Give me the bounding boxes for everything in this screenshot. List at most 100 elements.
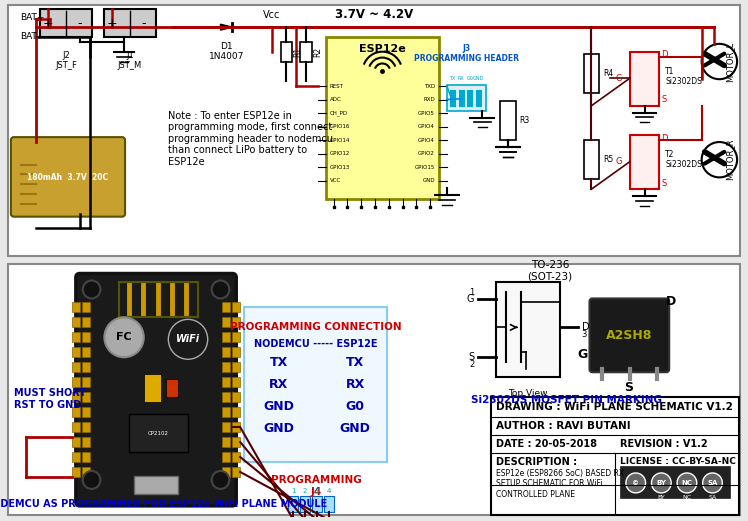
Bar xyxy=(244,307,387,462)
Bar xyxy=(491,397,739,515)
Bar xyxy=(72,302,80,313)
Text: GPIO16: GPIO16 xyxy=(330,124,350,129)
Circle shape xyxy=(702,473,723,493)
Bar xyxy=(233,317,240,327)
Text: RX: RX xyxy=(269,378,288,391)
Text: J2
JST_F: J2 JST_F xyxy=(55,51,77,70)
Text: CP2102: CP2102 xyxy=(148,430,169,436)
Circle shape xyxy=(212,471,230,489)
Text: 4: 4 xyxy=(327,488,331,494)
Text: 3: 3 xyxy=(315,488,319,494)
Text: SA: SA xyxy=(708,480,717,486)
Text: J3
PROGRAMMING HEADER: J3 PROGRAMMING HEADER xyxy=(414,44,519,64)
Text: G: G xyxy=(616,157,622,166)
Text: BY: BY xyxy=(657,495,665,500)
Text: GND: GND xyxy=(423,178,435,183)
Text: TX: TX xyxy=(346,356,364,369)
Bar xyxy=(144,374,162,402)
Bar xyxy=(222,332,230,342)
Text: GPIO4: GPIO4 xyxy=(418,138,435,143)
Text: DESCRIPTION :: DESCRIPTION : xyxy=(496,457,577,467)
Text: TXD: TXD xyxy=(424,83,435,89)
Text: AUTHOR : RAVI BUTANI: AUTHOR : RAVI BUTANI xyxy=(496,421,631,431)
Bar xyxy=(222,407,230,417)
Bar xyxy=(233,467,240,477)
Text: CH_PD: CH_PD xyxy=(330,110,348,116)
Bar xyxy=(119,282,198,317)
Bar xyxy=(496,282,560,377)
Bar xyxy=(82,467,90,477)
Text: GPIO13: GPIO13 xyxy=(330,165,350,169)
Bar xyxy=(72,422,80,432)
Text: FC: FC xyxy=(116,332,132,342)
Bar xyxy=(620,466,730,498)
Text: -: - xyxy=(78,17,82,30)
Bar xyxy=(583,140,599,179)
Bar xyxy=(289,496,298,512)
Bar xyxy=(233,362,240,372)
Text: VCC: VCC xyxy=(330,178,341,183)
Bar xyxy=(458,89,465,107)
Text: ESP12e: ESP12e xyxy=(359,44,405,54)
Text: RX: RX xyxy=(458,76,465,81)
Text: PROGRAMMING
J4: PROGRAMMING J4 xyxy=(271,475,361,497)
Bar xyxy=(233,407,240,417)
Bar xyxy=(105,9,156,37)
Circle shape xyxy=(677,473,696,493)
Bar xyxy=(630,52,659,106)
Bar xyxy=(82,437,90,447)
Text: ADC: ADC xyxy=(330,97,342,102)
Text: S: S xyxy=(625,381,634,394)
Text: D: D xyxy=(661,50,668,59)
Bar xyxy=(82,348,90,357)
Bar xyxy=(233,437,240,447)
Text: NC: NC xyxy=(682,495,691,500)
Bar xyxy=(72,332,80,342)
Bar xyxy=(222,452,230,462)
Bar xyxy=(233,392,240,402)
Bar xyxy=(326,37,439,199)
Text: S: S xyxy=(468,352,474,362)
Text: GPIO4: GPIO4 xyxy=(418,124,435,129)
Text: BAT-: BAT- xyxy=(19,32,39,42)
Text: J1
JST_M: J1 JST_M xyxy=(118,51,142,70)
Text: ESP12e (ESP8266 SoC) BASED RX
SETUP SCHEMATIC FOR WiFi
CONTROLLED PLANE: ESP12e (ESP8266 SoC) BASED RX SETUP SCHE… xyxy=(496,469,624,499)
Text: A2SH8: A2SH8 xyxy=(606,329,652,342)
Text: Note : To enter ESP12e in
programming mode, first connect
programming header to : Note : To enter ESP12e in programming mo… xyxy=(168,110,334,167)
Bar xyxy=(475,89,482,107)
Text: LICENSE : CC-BY-SA-NC: LICENSE : CC-BY-SA-NC xyxy=(620,457,736,466)
Text: 180mAh  3.7V  20C: 180mAh 3.7V 20C xyxy=(28,173,108,182)
Bar xyxy=(72,392,80,402)
Text: DATE : 20-05-2018: DATE : 20-05-2018 xyxy=(496,439,597,449)
Bar xyxy=(300,496,310,512)
Bar xyxy=(222,377,230,387)
Circle shape xyxy=(212,280,230,299)
Text: GPIO12: GPIO12 xyxy=(330,151,350,156)
Text: PROGRAMMING CONNECTION: PROGRAMMING CONNECTION xyxy=(230,322,402,332)
Bar xyxy=(72,437,80,447)
Circle shape xyxy=(626,473,646,493)
Text: G: G xyxy=(467,294,474,304)
Bar xyxy=(500,101,515,140)
Text: RX: RX xyxy=(346,378,365,391)
Circle shape xyxy=(83,280,100,299)
Text: REST: REST xyxy=(330,83,343,89)
Text: BY: BY xyxy=(657,480,666,486)
Text: S: S xyxy=(661,95,666,104)
Text: NODEMCU AS PROGRAMMER FOR ESP12e WiFi PLANE MODULE: NODEMCU AS PROGRAMMER FOR ESP12e WiFi PL… xyxy=(0,499,327,509)
Text: R1: R1 xyxy=(293,47,302,57)
Text: 2: 2 xyxy=(469,360,474,369)
Bar xyxy=(82,377,90,387)
Bar xyxy=(222,467,230,477)
Circle shape xyxy=(105,317,144,357)
Bar xyxy=(324,496,334,512)
Bar xyxy=(82,422,90,432)
Text: G: G xyxy=(616,73,622,83)
Text: REVISION : V1.2: REVISION : V1.2 xyxy=(620,439,708,449)
Text: D: D xyxy=(582,322,589,332)
Text: GPIO5: GPIO5 xyxy=(418,110,435,116)
Text: G: G xyxy=(577,348,587,361)
Text: R4: R4 xyxy=(604,69,613,78)
Bar xyxy=(82,392,90,402)
Circle shape xyxy=(652,473,671,493)
